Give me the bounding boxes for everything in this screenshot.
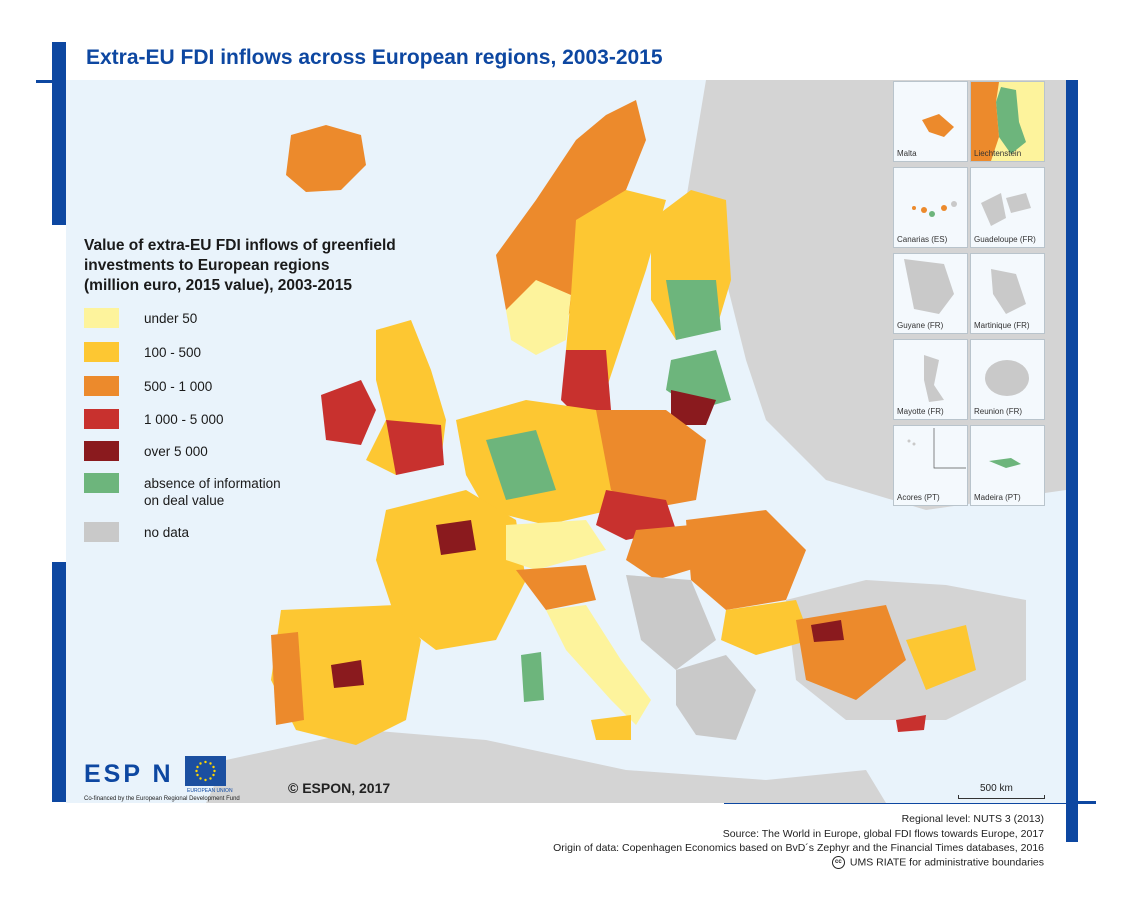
inset-madeira[interactable]: Madeira (PT) [970,425,1045,506]
guyane-shape [904,259,954,314]
sicily-region [591,715,631,740]
balkans-region [626,575,716,670]
sardinia-region [521,652,544,702]
legend-label: 1 000 - 5 000 [144,412,224,427]
eu-label: EUROPEAN UNION [187,788,233,794]
greece-region [676,655,756,740]
czech-slovakia-region [596,490,676,540]
malta-shape [922,114,954,137]
copyright: © ESPON, 2017 [288,780,391,796]
inset-malta[interactable]: Malta [893,81,968,162]
boundaries-text: UMS RIATE for administrative boundaries [849,856,1044,869]
boundaries-line: cc UMS RIATE for administrative boundarie… [831,856,1044,869]
inset-label: Madeira (PT) [974,493,1021,502]
legend-label: over 5 000 [144,444,208,459]
turkey-east-region [906,625,976,690]
scale-bar [958,795,1045,799]
frame-bar-left-bottom [52,562,66,802]
legend-label: 500 - 1 000 [144,379,213,394]
inset-label: Mayotte (FR) [897,407,944,416]
italy-north-region [516,565,596,610]
scale-label: 500 km [980,783,1013,794]
eu-flag-icon [185,756,226,786]
inset-guadeloupe[interactable]: Guadeloupe (FR) [970,167,1045,248]
legend-swatch [84,376,119,396]
legend-label: under 50 [144,311,198,326]
legend-label-line: on deal value [144,493,225,508]
hungary-region [626,525,706,580]
legend-swatch [84,308,119,328]
finland-south-region [666,280,721,340]
legend-swatch [84,473,119,493]
inset-mayotte[interactable]: Mayotte (FR) [893,339,968,420]
origin-text: Origin of data: Copenhagen Economics bas… [553,842,1044,854]
sweden-region [566,190,666,400]
frame-bar-left-top [52,42,66,225]
inset-liechtenstein[interactable]: Liechtenstein [970,81,1045,162]
romania-region [686,510,806,610]
reunion-shape [985,360,1029,396]
italy-region [546,605,651,725]
inset-canarias[interactable]: Canarias (ES) [893,167,968,248]
inset-label: Acores (PT) [897,493,940,502]
legend-swatch [84,409,119,429]
inset-martinique[interactable]: Martinique (FR) [970,253,1045,334]
cofinanced-text: Co-financed by the European Regional Dev… [84,796,240,802]
inset-label: Martinique (FR) [974,321,1030,330]
creative-commons-icon: cc [831,856,845,869]
alps-region [506,520,606,570]
inset-label: Malta [897,149,917,158]
mayotte-shape [924,355,944,402]
inset-acores[interactable]: Acores (PT) [893,425,968,506]
inset-label: Guadeloupe (FR) [974,235,1036,244]
inset-reunion[interactable]: Reunion (FR) [970,339,1045,420]
cyprus-region [896,715,926,732]
map-title: Extra-EU FDI inflows across European reg… [86,46,663,69]
legend-swatch [84,522,119,542]
eu-stars-icon [195,760,216,782]
portugal-region [271,632,304,725]
canarias-shape [912,201,957,217]
sweden-south-region [561,350,611,425]
legend-title-line: investments to European regions [84,257,330,274]
legend-label: 100 - 500 [144,345,202,360]
legend-title-line: (million euro, 2015 value), 2003-2015 [84,277,352,294]
inset-label: Liechtenstein [974,149,1022,158]
espon-logo: ESP N [84,760,174,788]
source-text: Source: The World in Europe, global FDI … [722,828,1044,840]
germany-west-region [486,430,556,500]
norway-region [496,100,646,340]
legend-swatch [84,441,119,461]
france-paris-region [436,520,476,555]
acores-shape [907,428,966,469]
guadeloupe-shape [981,193,1031,226]
inset-label: Canarias (ES) [897,235,948,244]
legend: Value of extra-EU FDI inflows of greenfi… [84,236,414,542]
madeira-shape [989,458,1021,468]
north-africa-land [206,730,886,803]
legend-title-line: Value of extra-EU FDI inflows of greenfi… [84,237,396,254]
poland-region [596,410,706,510]
norway-south-region [506,280,571,355]
turkey-istanbul-region [811,620,844,642]
regional-level-text: Regional level: NUTS 3 (2013) [901,813,1044,825]
legend-swatch [84,342,119,362]
france-region [376,490,526,650]
legend-title: Value of extra-EU FDI inflows of greenfi… [84,236,414,296]
ireland-region [321,380,376,445]
frame-bar-right [1066,80,1078,842]
inset-guyane[interactable]: Guyane (FR) [893,253,968,334]
legend-label-line: absence of information [144,476,281,491]
bulgaria-region [721,600,811,655]
lithuania-region [671,390,716,425]
uk-south-region [386,420,444,475]
madrid-region [331,660,364,688]
martinique-shape [991,269,1026,314]
inset-label: Reunion (FR) [974,407,1023,416]
iceland-region [286,125,366,192]
inset-label: Guyane (FR) [897,321,944,330]
liechtenstein-shape [971,82,1026,161]
legend-label: no data [144,525,190,540]
legend-label: absence of information on deal value [144,475,281,509]
